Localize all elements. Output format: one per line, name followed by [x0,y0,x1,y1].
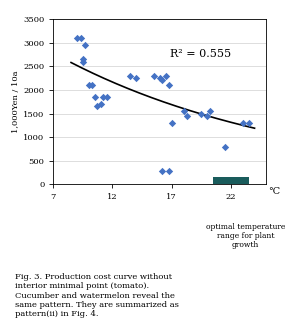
Point [128,73,133,78]
Text: °C: °C [268,187,281,196]
Point [167,169,172,174]
Point [246,121,251,126]
Point [207,109,212,114]
Point [81,59,85,64]
Point [78,35,83,40]
Text: R² = 0.555: R² = 0.555 [170,49,232,59]
Text: Fig. 3. Production cost curve without
interior minimal point (tomato).
Cucumber : Fig. 3. Production cost curve without in… [15,273,179,318]
Point [205,114,210,119]
Point [81,57,85,62]
Point [157,76,162,81]
Point [185,114,189,119]
Point [101,94,105,100]
Point [163,73,168,78]
Point [90,83,95,88]
Text: optimal temperature
range for plant
growth: optimal temperature range for plant grow… [206,223,285,249]
Y-axis label: 1,000Yen / 10a: 1,000Yen / 10a [12,71,20,133]
Point [169,121,174,126]
Point [86,83,91,88]
Point [199,111,204,116]
Point [160,169,165,174]
Bar [213,177,249,184]
Point [181,109,186,114]
Point [92,94,97,100]
Point [160,78,165,83]
Point [83,43,88,48]
Point [152,73,156,78]
Point [240,121,245,126]
Point [95,104,99,109]
Point [75,35,79,40]
Point [104,94,109,100]
Point [167,83,172,88]
Point [223,144,227,149]
Point [134,76,139,81]
Point [98,101,103,107]
